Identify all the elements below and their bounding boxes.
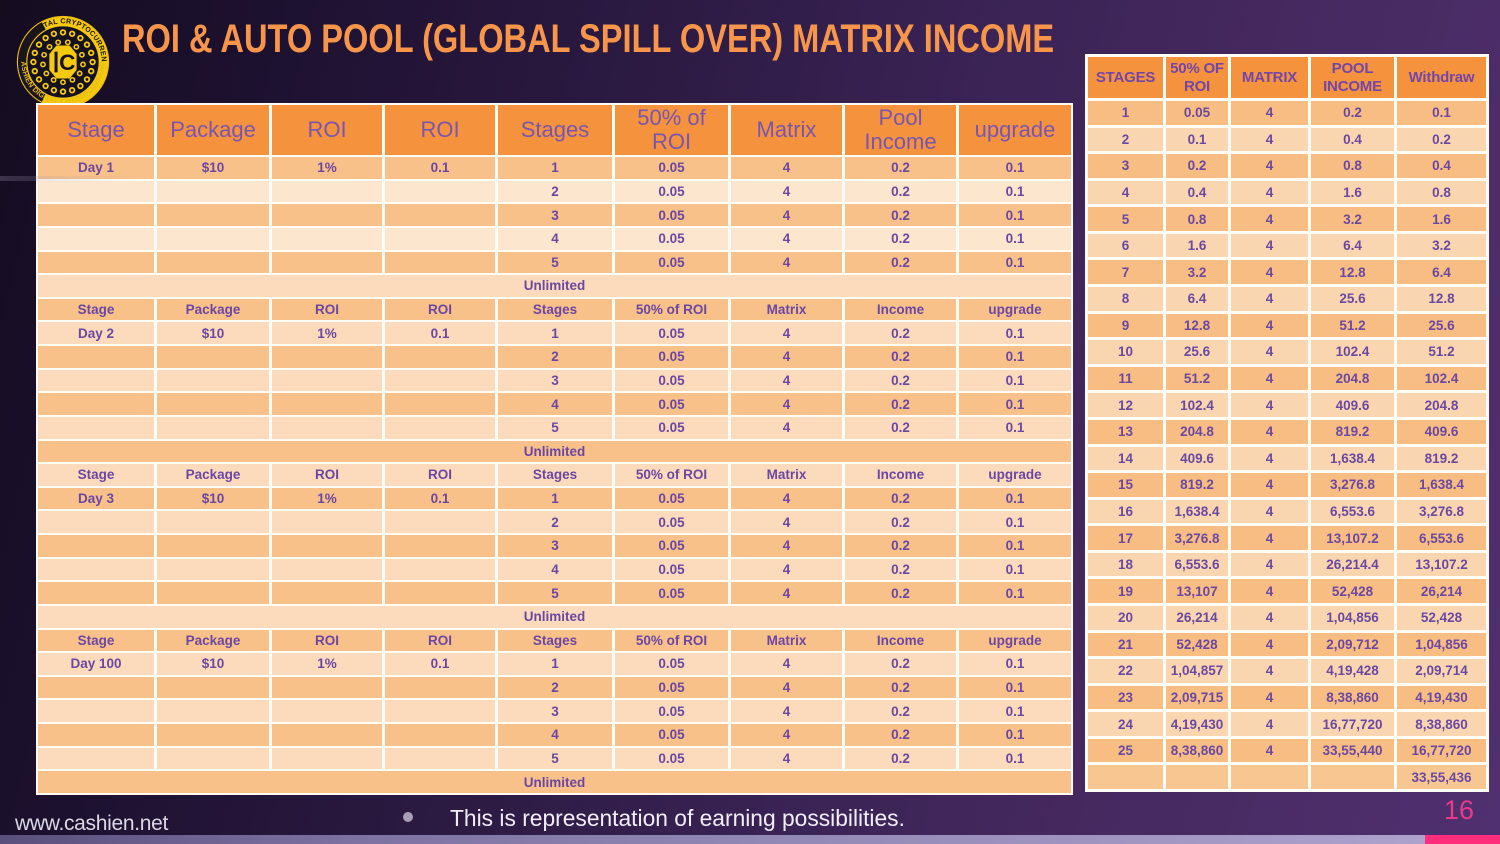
svg-text:C: C <box>59 50 75 75</box>
